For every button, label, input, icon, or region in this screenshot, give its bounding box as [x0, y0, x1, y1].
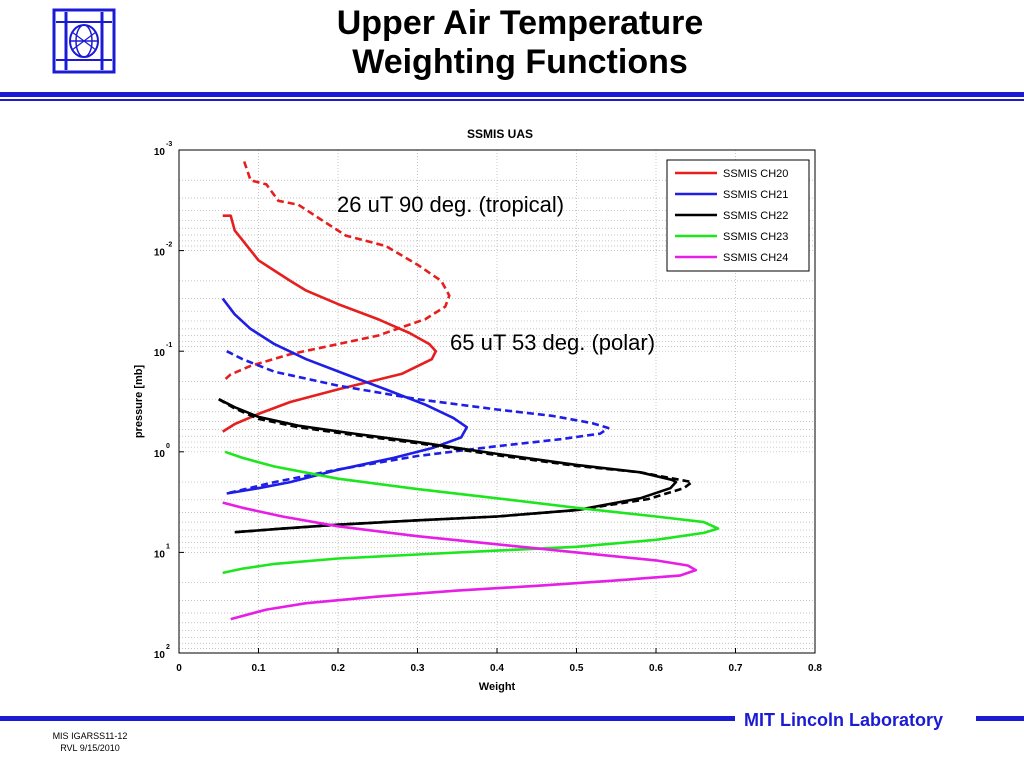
slide-title-line-2: Weighting Functions — [352, 43, 688, 81]
header-rule-thin — [0, 99, 1024, 101]
series-line — [221, 297, 469, 495]
legend-label: SSMIS CH21 — [723, 189, 788, 201]
y-tick-exponent: 2 — [166, 644, 170, 651]
y-axis-label: pressure [mb] — [133, 364, 145, 438]
x-tick-label: 0 — [176, 663, 182, 674]
footer-document-id: MIS IGARSS11-12 — [52, 731, 128, 741]
legend-label: SSMIS CH23 — [723, 231, 788, 243]
lincoln-logo — [52, 8, 116, 74]
y-tick-exponent: 1 — [166, 543, 170, 550]
legend-label: SSMIS CH22 — [723, 210, 788, 222]
y-tick-label: 10 — [154, 248, 166, 259]
y-tick-label: 10 — [154, 449, 166, 460]
y-tick-exponent: -1 — [166, 342, 172, 349]
y-tick-label: 10 — [154, 147, 166, 158]
y-tick-label: 10 — [154, 650, 166, 661]
series-line — [222, 214, 438, 433]
y-tick-label: 10 — [154, 348, 166, 359]
footer-rule-left — [0, 716, 735, 721]
slide-title-line-1: Upper Air Temperature — [336, 4, 704, 42]
series-line — [222, 450, 720, 575]
y-tick-exponent: -2 — [166, 242, 172, 249]
header-rule-thick — [0, 92, 1024, 97]
x-tick-label: 0.2 — [331, 663, 345, 674]
annotation-polar: 65 uT 53 deg. (polar) — [450, 330, 655, 355]
series-line — [218, 398, 694, 534]
x-tick-label: 0.6 — [649, 663, 663, 674]
x-tick-label: 0.5 — [570, 663, 584, 674]
x-axis-label: Weight — [479, 681, 516, 693]
series-line — [222, 501, 698, 621]
y-tick-exponent: 0 — [166, 443, 170, 450]
footer-rule-right — [976, 716, 1024, 721]
x-tick-label: 0.1 — [252, 663, 266, 674]
x-tick-label: 0.7 — [729, 663, 743, 674]
x-tick-label: 0.3 — [411, 663, 425, 674]
chart-title: SSMIS UAS — [466, 127, 533, 141]
x-tick-label: 0.4 — [490, 663, 504, 674]
legend-label: SSMIS CH20 — [723, 168, 788, 180]
footer-author-date: RVL 9/15/2010 — [60, 743, 120, 753]
legend-label: SSMIS CH24 — [723, 252, 788, 264]
x-tick-label: 0.8 — [808, 663, 822, 674]
footer-lab-name: MIT Lincoln Laboratory — [744, 710, 944, 730]
y-tick-exponent: -3 — [166, 141, 172, 148]
series-line — [221, 161, 451, 383]
y-tick-label: 10 — [154, 549, 166, 560]
annotation-tropical: 26 uT 90 deg. (tropical) — [337, 192, 564, 217]
